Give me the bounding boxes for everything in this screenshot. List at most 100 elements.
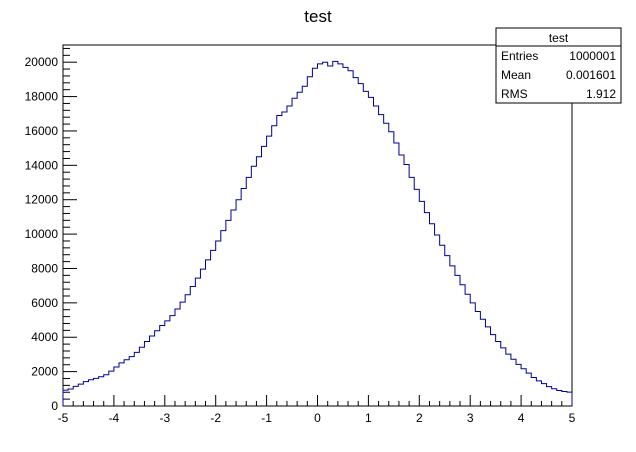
histogram-bin [384,123,389,406]
x-tick-label: 2 [416,411,423,425]
histogram-bin [333,61,338,406]
y-tick-label: 2000 [31,365,58,379]
histogram-bin [343,67,348,406]
histogram-bin [429,224,434,406]
y-tick-label: 10000 [25,227,59,241]
histogram-bin [221,231,226,406]
histogram-bin [338,64,343,406]
histogram-bin [526,373,531,406]
y-tick-label: 8000 [31,261,58,275]
histogram-bin [129,357,134,406]
histogram-bin [516,364,521,406]
stats-box-title: test [549,31,569,45]
histogram-bin [282,112,287,406]
histogram-bin [353,78,358,406]
histogram-bin [216,241,221,406]
histogram-bin [226,220,231,406]
stats-box: test Entries 1000001 Mean 0.001601 RMS 1.912 [495,27,622,104]
histogram-bin [292,98,297,406]
histogram-bin [99,377,104,406]
histogram-bin [312,68,317,406]
y-tick-label: 18000 [25,90,59,104]
histogram-bin [435,235,440,406]
histogram-bin [567,392,572,406]
histogram-bin [501,348,506,406]
histogram-bin [139,347,144,406]
x-tick-label: -3 [159,411,170,425]
stats-label: RMS [501,87,528,101]
histogram-bin [531,377,536,406]
histogram-bin [307,77,312,406]
chart-title: test [304,7,332,26]
histogram-bin [455,275,460,406]
histogram-bin [256,157,261,406]
histogram-bin [144,342,149,406]
stats-value: 1000001 [569,49,616,63]
histogram-bin [318,64,323,406]
histogram-bin [424,213,429,406]
histogram-bin [470,303,475,406]
stats-box-frame [495,27,622,104]
histogram-bin [536,381,541,406]
histogram-bin [124,360,129,406]
histogram-bin [562,392,567,406]
histogram-bin [272,126,277,406]
x-tick-label: 1 [365,411,372,425]
stats-value: 1.912 [586,87,616,101]
x-tick-label: -1 [261,411,272,425]
histogram-bin [460,285,465,406]
stats-label: Mean [501,68,531,82]
histogram-bin [155,331,160,406]
histogram-bin [506,354,511,406]
histogram-bin [440,245,445,406]
x-tick-label: 3 [467,411,474,425]
histogram-bin [389,132,394,406]
histogram-line [62,60,573,406]
histogram-bin [73,386,78,406]
x-tick-label: -5 [58,411,69,425]
histogram-bin [348,71,353,406]
histogram-bin [297,92,302,406]
histogram-bin [552,389,557,406]
histogram-bin [450,266,455,406]
y-tick-label: 4000 [31,330,58,344]
histogram-bin [445,256,450,406]
histogram-bin [262,146,267,406]
histogram-bin [88,380,93,406]
histogram-series [62,60,573,406]
histogram-bin [485,327,490,406]
x-tick-label: -2 [210,411,221,425]
histogram-bin [170,316,175,406]
histogram-bin [63,390,68,406]
y-tick-label: 16000 [25,124,59,138]
histogram-bin [78,384,83,406]
histogram-bin [363,91,368,406]
y-tick-label: 0 [51,399,58,413]
y-tick-label: 14000 [25,158,59,172]
histogram-bin [190,287,195,406]
histogram-bin [302,86,307,406]
histogram-bin [465,294,470,406]
histogram-bin [211,250,216,406]
histogram-bin [287,106,292,406]
histogram-bin [358,84,363,406]
histogram-bin [557,391,562,406]
y-tick-label: 20000 [25,55,59,69]
x-tick-label: 5 [569,411,576,425]
histogram-bin [368,97,373,406]
histogram-bin [94,378,99,406]
histogram-bin [373,106,378,406]
histogram-bin [165,321,170,406]
x-axis: -5 -4 -3 -2 -1 0 1 2 3 4 5 [58,395,576,425]
histogram-bin [409,177,414,406]
histogram-bin [394,143,399,406]
histogram-bin [480,319,485,406]
histogram-bin [134,352,139,406]
x-tick-label: -4 [109,411,120,425]
x-tick-label: 4 [518,411,525,425]
histogram-bin [379,115,384,406]
x-tick-label: 0 [314,411,321,425]
histogram-bin [206,260,211,406]
histogram-bin [195,278,200,406]
